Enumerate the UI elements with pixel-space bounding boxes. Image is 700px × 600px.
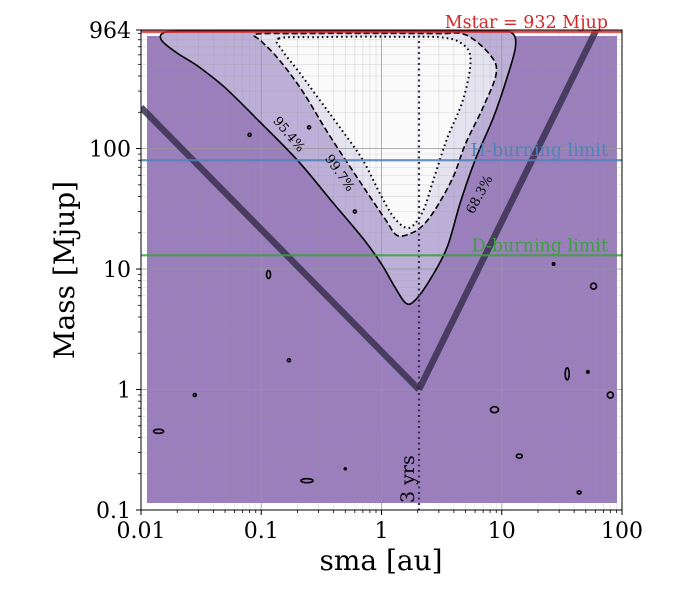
x-tick-label: 10 [488,519,516,544]
y-tick-label: 10 [103,258,131,283]
contour-bands [160,30,516,305]
x-axis: 0.01 0.1 1 10 100 [117,510,643,544]
band-inner [276,36,471,228]
contour-island [286,357,292,363]
sensitivity-line-right [416,30,600,391]
contour-68-line [252,32,498,237]
contour-island [589,282,598,291]
contour-island [192,392,198,398]
contour-island [152,428,165,435]
contour-island [551,262,556,267]
limit-lines [141,30,622,257]
x-tick-label: 0.01 [117,519,166,544]
x-tick-label: 100 [601,519,643,544]
mstar-label: Mstar = 932 Mjup [445,13,608,33]
contour-island [576,490,582,495]
contour-islands [152,125,615,495]
contour-island [352,209,358,214]
h-burning-label: H-burning limit [471,141,608,161]
x-tick-label: 0.1 [244,519,279,544]
x-tick-label: 1 [375,519,389,544]
sensitivity-line-left [141,105,422,392]
contour-island [306,125,312,130]
contour-island [585,369,590,374]
contour-island [606,391,615,399]
period-label: 3 yrs [397,455,419,503]
limit-labels: Mstar = 932 Mjup H-burning limit D-burning… [445,13,608,257]
y-tick-label: 1 [117,379,131,404]
contour-island [489,405,500,414]
contour-island [300,477,314,484]
contour-island [515,453,524,459]
y-tick-label: 0.1 [96,499,131,524]
contour-island [564,367,570,381]
contour-island [265,269,272,280]
y-tick-label: 964 [89,19,131,44]
contour-island [247,132,252,138]
y-tick-label: 100 [89,138,131,163]
contour-island [343,466,348,471]
y-axis-label: Mass [Mjup] [48,181,81,359]
sensitivity-v-line [141,30,600,392]
period-line: 3 yrs [397,30,421,510]
x-axis-label: sma [au] [319,544,442,577]
grid [141,30,622,510]
y-axis: 0.1 1 10 100 964 [89,19,141,524]
d-burning-label: D-burning limit [472,236,608,256]
